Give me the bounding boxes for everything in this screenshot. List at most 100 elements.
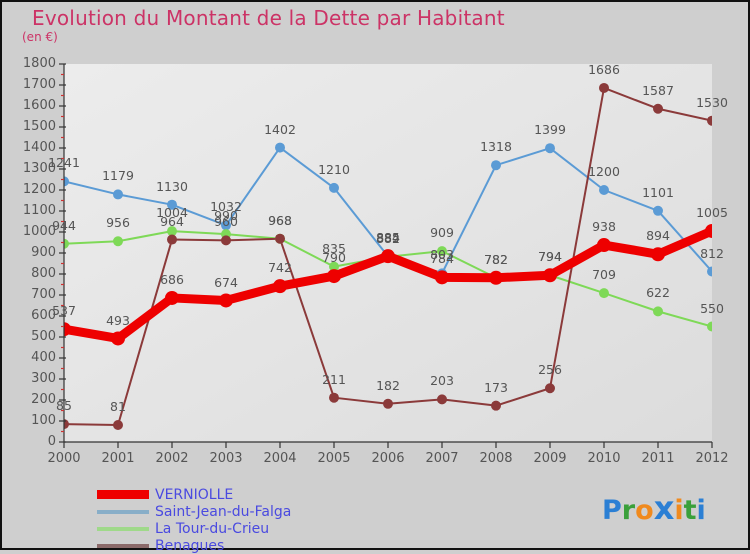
series-point — [167, 226, 177, 237]
data-point-label: 674 — [214, 274, 238, 290]
series-point — [64, 238, 69, 249]
series-point — [545, 143, 555, 154]
legend-label: Saint-Jean-du-Falga — [155, 503, 292, 520]
data-point-label: 944 — [52, 217, 76, 233]
data-point-label: 784 — [430, 251, 454, 267]
data-point-label: 1005 — [696, 204, 728, 220]
data-point-label: 1179 — [102, 168, 134, 184]
series-point — [329, 182, 339, 193]
data-point-label: 709 — [592, 267, 616, 283]
series-point — [653, 103, 663, 114]
series-point — [491, 160, 501, 171]
series-point — [113, 189, 123, 200]
series-point — [543, 268, 557, 283]
data-point-label: 1210 — [318, 161, 350, 177]
y-tick-label: 500 — [31, 329, 56, 344]
data-point-label: 960 — [214, 214, 238, 230]
series-point — [545, 383, 555, 394]
y-tick-label: 1700 — [22, 77, 56, 92]
series-point — [64, 322, 71, 337]
logo-letter: t — [683, 495, 697, 526]
legend-label: La Tour-du-Crieu — [155, 520, 270, 537]
series-point — [113, 236, 123, 247]
chart-title: Evolution du Montant de la Dette par Hab… — [32, 6, 505, 30]
y-tick-label: 100 — [31, 413, 56, 428]
series-point — [64, 419, 69, 430]
data-point-label: 1587 — [642, 82, 674, 98]
legend-item[interactable]: La Tour-du-Crieu — [97, 520, 291, 537]
y-tick-label: 0 — [47, 434, 56, 449]
series-point — [221, 235, 231, 246]
data-point-label: 938 — [592, 219, 616, 234]
legend-label: Benagues — [155, 537, 225, 554]
x-tick-label: 2003 — [209, 451, 243, 466]
series-point — [599, 288, 609, 299]
x-tick-label: 2012 — [695, 451, 729, 466]
series-point — [329, 392, 339, 403]
y-tick-label: 1300 — [22, 161, 56, 176]
series-point — [219, 293, 233, 308]
data-point-label: 782 — [484, 251, 508, 267]
series-point — [435, 270, 449, 285]
data-point-label: 211 — [322, 371, 346, 387]
data-point-label: 81 — [110, 399, 126, 414]
series-point — [111, 331, 125, 346]
legend-item[interactable]: VERNIOLLE — [97, 486, 291, 503]
series-point — [653, 306, 663, 317]
data-point-label: 622 — [646, 285, 670, 301]
series-point — [273, 279, 287, 294]
data-point-label: 990 — [214, 208, 238, 224]
y-tick-label: 900 — [31, 245, 56, 260]
x-tick-label: 2009 — [533, 451, 567, 466]
y-tick-label: 1200 — [22, 182, 56, 197]
legend-item[interactable]: Saint-Jean-du-Falga — [97, 503, 291, 520]
x-tick-label: 2008 — [479, 451, 513, 466]
y-tick-label: 300 — [31, 371, 56, 386]
data-point-label: 882 — [376, 230, 400, 246]
data-point-label: 909 — [430, 225, 454, 241]
data-point-label: 1032 — [210, 199, 242, 215]
data-point-label: 782 — [484, 251, 508, 267]
series-point — [165, 290, 179, 305]
data-point-label: 1130 — [156, 178, 188, 194]
y-tick-label: 600 — [31, 308, 56, 323]
logo-letter: i — [674, 495, 684, 526]
data-point-label: 885 — [376, 230, 400, 246]
x-tick-label: 2011 — [641, 451, 675, 466]
series-point — [329, 261, 339, 272]
data-point-label: 790 — [322, 250, 346, 266]
legend-swatch — [97, 543, 149, 548]
series-point — [599, 82, 609, 93]
series-point — [167, 199, 177, 210]
legend-item[interactable]: Benagues — [97, 537, 291, 554]
legend-swatch — [97, 490, 149, 499]
data-point-label: 493 — [106, 312, 130, 328]
y-tick-label: 200 — [31, 392, 56, 407]
data-point-label: 794 — [538, 249, 562, 265]
data-point-label: 173 — [484, 379, 508, 395]
y-tick-label: 1500 — [22, 119, 56, 134]
series-point — [653, 205, 663, 216]
series-point — [275, 142, 285, 153]
series-point — [705, 223, 712, 238]
data-point-label: 884 — [376, 230, 400, 246]
data-point-label: 85 — [56, 398, 72, 414]
data-point-label: 968 — [268, 212, 292, 228]
x-tick-label: 2006 — [371, 451, 405, 466]
series-point — [489, 270, 503, 285]
data-point-label: 686 — [160, 271, 184, 287]
series-point — [707, 266, 712, 277]
y-tick-label: 400 — [31, 350, 56, 365]
proxiti-logo: Proxiti — [602, 489, 706, 527]
y-tick-label: 1600 — [22, 98, 56, 113]
chart-legend: VERNIOLLE Saint-Jean-du-Falga La Tour-du-C… — [97, 486, 291, 554]
data-point-label: 742 — [268, 260, 292, 276]
y-tick-label: 700 — [31, 287, 56, 302]
series-point — [437, 246, 447, 257]
x-tick-label: 2002 — [155, 451, 189, 466]
series-point — [381, 249, 395, 264]
series-canvas — [64, 82, 712, 430]
data-point-label: 203 — [430, 373, 454, 389]
data-point-label: 964 — [160, 213, 184, 229]
